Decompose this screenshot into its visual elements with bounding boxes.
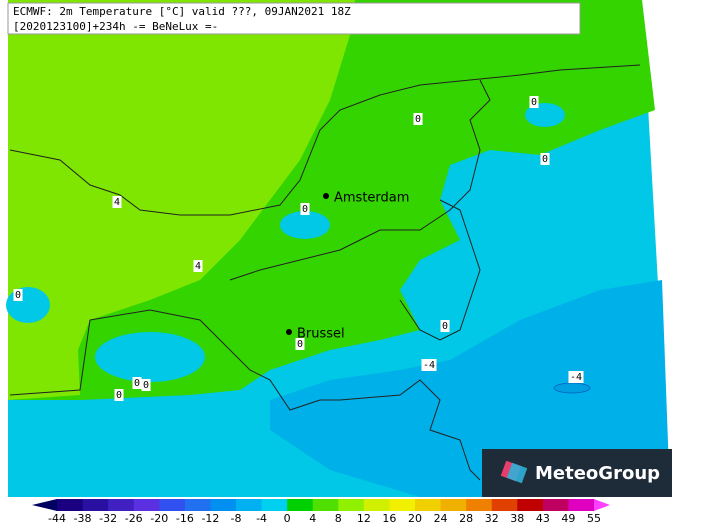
colorbar-tick-label: 49	[561, 512, 575, 525]
cold-blob	[553, 382, 591, 394]
colorbar-tick-label: -20	[150, 512, 168, 525]
colorbar-cell	[440, 499, 467, 511]
logo-icon	[506, 462, 528, 484]
contour-label: 0	[15, 290, 21, 301]
contour-label: 0	[134, 378, 140, 389]
lake-blob	[6, 287, 50, 323]
colorbar-tick-label: 12	[357, 512, 371, 525]
contour-label: 0	[297, 339, 303, 350]
contour-label: -4	[570, 372, 582, 383]
colorbar-tick-label: 43	[536, 512, 550, 525]
lake-blob	[280, 211, 330, 239]
colorbar-tick-label: 32	[485, 512, 499, 525]
contour-label-bg	[440, 320, 450, 332]
colorbar-tick-label: 0	[284, 512, 291, 525]
colorbar-cell	[236, 499, 263, 511]
colorbar-cell	[466, 499, 493, 511]
contour-label: 0	[542, 154, 548, 165]
colorbar-tick-label: -8	[231, 512, 242, 525]
city-label: Brussel	[297, 327, 345, 342]
contour-label-bg	[540, 153, 550, 165]
colorbar-tick-label: -16	[176, 512, 194, 525]
colorbar-tick-label: 28	[459, 512, 473, 525]
city-label: Amsterdam	[334, 191, 409, 206]
colorbar-cell	[312, 499, 339, 511]
colorbar-over	[594, 499, 610, 511]
colorbar-cell	[261, 499, 288, 511]
colorbar-tick-label: 8	[335, 512, 342, 525]
colorbar-cell	[338, 499, 365, 511]
contour-label-bg	[300, 203, 310, 215]
colorbar-cell	[389, 499, 416, 511]
colorbar-tick-label: 20	[408, 512, 422, 525]
colorbar-cell	[568, 499, 595, 511]
colorbar-cell	[491, 499, 518, 511]
colorbar-cell	[363, 499, 390, 511]
colorbar-tick-label: -32	[99, 512, 117, 525]
contour-label-bg	[112, 196, 122, 208]
contour-label-bg	[114, 389, 124, 401]
colorbar-cell	[517, 499, 544, 511]
logo-text: MeteoGroup	[535, 463, 660, 484]
contour-label-bg	[529, 96, 539, 108]
colorbar-cell	[415, 499, 442, 511]
colorbar-cell	[57, 499, 84, 511]
warm-blob	[115, 205, 195, 295]
contour-label-bg	[295, 338, 305, 350]
contour-label: 0	[143, 380, 149, 391]
colorbar-tick-label: -38	[74, 512, 92, 525]
contour-label-bg	[568, 371, 584, 383]
contour-label: 0	[415, 114, 421, 125]
city-dot	[323, 193, 329, 199]
colorbar-tick-label: 4	[309, 512, 316, 525]
contour-label-bg	[193, 260, 203, 272]
colorbar-cell	[133, 499, 160, 511]
contour-label: 0	[442, 321, 448, 332]
header-line: ECMWF: 2m Temperature [°C] valid ???, 09…	[13, 5, 351, 18]
colorbar-cell	[542, 499, 569, 511]
city-dot	[286, 329, 292, 335]
header-line: [2020123100]+234h -= BeNeLux =-	[13, 20, 218, 33]
colorbar-tick-label: -44	[48, 512, 66, 525]
colorbar-cell	[108, 499, 135, 511]
contour-label: 0	[531, 97, 537, 108]
colorbar-cell	[159, 499, 186, 511]
colorbar-tick-label: 16	[382, 512, 396, 525]
lake-blob	[95, 332, 205, 382]
contour-label-bg	[413, 113, 423, 125]
contour-label: 0	[116, 390, 122, 401]
contour-label-bg	[421, 359, 437, 371]
colorbar-tick-label: 55	[587, 512, 601, 525]
colorbar-under	[32, 499, 57, 511]
colorbar-tick-label: -26	[125, 512, 143, 525]
colorbar-tick-label: 38	[510, 512, 524, 525]
contour-label: -4	[423, 360, 435, 371]
contour-label-bg	[13, 289, 23, 301]
colorbar-tick-label: -4	[256, 512, 267, 525]
colorbar-tick-label: -12	[201, 512, 219, 525]
colorbar-cell	[287, 499, 314, 511]
colorbar-cell	[82, 499, 109, 511]
colorbar-cell	[210, 499, 237, 511]
colorbar: -44 -38 -32 -26 -20 -16 -12 -8 -4 0 4 8 12 16 20 24 28 32…	[32, 499, 610, 525]
contour-label: 4	[195, 261, 201, 272]
contour-label: 4	[114, 197, 120, 208]
contour-label: 0	[302, 204, 308, 215]
lake-blob	[525, 103, 565, 127]
light-green-region	[8, 0, 355, 400]
colorbar-tick-label: 24	[434, 512, 448, 525]
header-box	[7, 2, 581, 35]
darker-region	[270, 280, 670, 497]
contour-label-bg	[132, 377, 142, 389]
contour-label-bg	[141, 379, 151, 391]
colorbar-cell	[184, 499, 211, 511]
borders	[9, 64, 641, 481]
